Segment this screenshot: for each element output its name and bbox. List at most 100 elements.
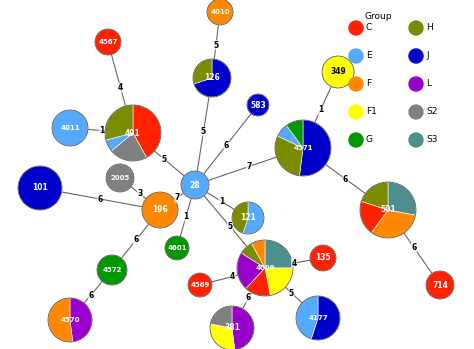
Text: H: H xyxy=(426,23,433,32)
Text: 4009: 4009 xyxy=(255,265,275,271)
Text: 4601: 4601 xyxy=(167,245,187,251)
Text: 1: 1 xyxy=(318,105,323,114)
Wedge shape xyxy=(70,298,92,342)
Circle shape xyxy=(349,49,363,63)
Wedge shape xyxy=(265,240,293,268)
Text: 1: 1 xyxy=(99,126,104,135)
Text: 6: 6 xyxy=(224,141,229,149)
Text: 381: 381 xyxy=(224,324,240,333)
Text: E: E xyxy=(366,52,372,60)
Text: 5: 5 xyxy=(289,289,294,297)
Text: S3: S3 xyxy=(426,135,438,144)
Text: 4: 4 xyxy=(230,272,235,281)
Circle shape xyxy=(409,49,423,63)
Circle shape xyxy=(409,133,423,147)
Wedge shape xyxy=(193,59,212,84)
Wedge shape xyxy=(243,202,264,234)
Text: 4: 4 xyxy=(118,83,123,92)
Wedge shape xyxy=(210,306,232,328)
Wedge shape xyxy=(311,296,340,340)
Text: 4569: 4569 xyxy=(191,282,210,288)
Text: C: C xyxy=(366,23,372,32)
Text: 121: 121 xyxy=(240,214,256,223)
Text: 4010: 4010 xyxy=(210,9,230,15)
Wedge shape xyxy=(52,110,88,146)
Text: 5: 5 xyxy=(213,40,219,50)
Wedge shape xyxy=(287,120,303,148)
Wedge shape xyxy=(133,105,161,157)
Circle shape xyxy=(349,77,363,91)
Wedge shape xyxy=(111,133,146,161)
Wedge shape xyxy=(165,236,189,260)
Text: 6: 6 xyxy=(133,236,138,245)
Text: L: L xyxy=(426,80,431,89)
Text: 7: 7 xyxy=(175,193,180,202)
Text: 6: 6 xyxy=(97,194,103,203)
Wedge shape xyxy=(210,324,235,349)
Text: 6: 6 xyxy=(411,243,417,252)
Wedge shape xyxy=(237,253,265,288)
Wedge shape xyxy=(322,56,354,88)
Wedge shape xyxy=(388,182,416,215)
Text: 126: 126 xyxy=(204,74,220,82)
Wedge shape xyxy=(106,164,134,192)
Circle shape xyxy=(349,21,363,35)
Text: 196: 196 xyxy=(152,206,168,215)
Wedge shape xyxy=(142,192,178,228)
Circle shape xyxy=(409,77,423,91)
Text: 28: 28 xyxy=(190,180,201,190)
Text: 1: 1 xyxy=(183,212,189,221)
Text: 5: 5 xyxy=(228,222,233,231)
Wedge shape xyxy=(252,240,265,268)
Text: 6: 6 xyxy=(343,174,348,184)
Wedge shape xyxy=(106,133,133,151)
Text: 501: 501 xyxy=(380,206,396,215)
Text: 5: 5 xyxy=(201,127,206,136)
Text: 2005: 2005 xyxy=(110,175,129,181)
Wedge shape xyxy=(48,298,73,342)
Text: 714: 714 xyxy=(432,281,448,290)
Text: F: F xyxy=(366,80,371,89)
Text: 4011: 4011 xyxy=(60,125,80,131)
Text: F1: F1 xyxy=(366,107,377,117)
Text: 101: 101 xyxy=(32,184,48,193)
Wedge shape xyxy=(241,244,265,268)
Text: 4572: 4572 xyxy=(102,267,122,273)
Text: 7: 7 xyxy=(246,162,252,171)
Wedge shape xyxy=(232,306,254,349)
Text: 135: 135 xyxy=(315,253,331,262)
Text: 5: 5 xyxy=(162,155,166,163)
Wedge shape xyxy=(246,268,270,296)
Wedge shape xyxy=(296,296,318,339)
Wedge shape xyxy=(207,0,233,25)
Text: 4567: 4567 xyxy=(98,39,118,45)
Wedge shape xyxy=(105,105,133,140)
Text: J: J xyxy=(426,52,428,60)
Wedge shape xyxy=(232,202,248,233)
Circle shape xyxy=(409,21,423,35)
Text: G: G xyxy=(366,135,373,144)
Circle shape xyxy=(409,105,423,119)
Wedge shape xyxy=(372,210,416,238)
Text: 4571: 4571 xyxy=(293,145,313,151)
Wedge shape xyxy=(310,245,336,271)
Text: 4177: 4177 xyxy=(308,315,328,321)
Wedge shape xyxy=(194,59,231,97)
Wedge shape xyxy=(278,125,303,148)
Wedge shape xyxy=(18,166,62,210)
Text: 349: 349 xyxy=(330,67,346,76)
Circle shape xyxy=(349,105,363,119)
Wedge shape xyxy=(426,271,454,299)
Wedge shape xyxy=(181,171,209,199)
Text: 6: 6 xyxy=(88,290,94,299)
Text: S2: S2 xyxy=(426,107,438,117)
Wedge shape xyxy=(361,182,388,210)
Text: 4: 4 xyxy=(292,259,297,267)
Wedge shape xyxy=(97,255,127,285)
Wedge shape xyxy=(265,268,293,296)
Text: 6: 6 xyxy=(246,294,251,303)
Wedge shape xyxy=(95,29,121,55)
Wedge shape xyxy=(188,273,212,297)
Text: 1: 1 xyxy=(219,197,224,206)
Text: 491: 491 xyxy=(125,128,141,138)
